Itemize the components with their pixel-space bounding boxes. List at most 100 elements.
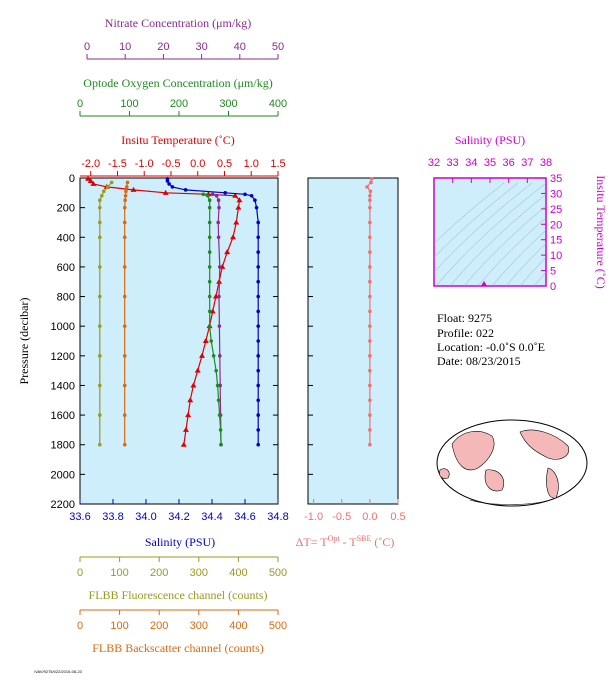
series-1-point-6	[243, 192, 247, 197]
series-3-point-18	[218, 428, 223, 432]
ts-temperature-tick-label-4: 20	[550, 219, 562, 231]
pressure-tick-label-2: 400	[57, 232, 75, 244]
series-3-point-5	[207, 235, 212, 240]
series-5-point-3	[123, 193, 128, 198]
series-5-point-2	[124, 189, 128, 194]
series-0-point-21	[190, 382, 197, 388]
fluorescence-tick-label-3: 300	[190, 567, 208, 579]
series-2-point-1	[214, 193, 219, 198]
series-0-point-4	[130, 186, 137, 192]
pressure-tick-label-9: 1800	[51, 440, 75, 452]
fluorescence-tick-label-4: 400	[229, 567, 247, 579]
series-0-point-19	[199, 352, 206, 358]
series-4-point-1	[105, 185, 110, 189]
series-3-point-16	[216, 398, 221, 403]
series-4-point-6	[98, 220, 102, 225]
ts-salinity-tick-label-3: 35	[484, 157, 496, 169]
profile-plot-area	[79, 177, 279, 505]
temperature-tick-label-2: -1.0	[135, 158, 154, 170]
series-5-point-14	[122, 442, 127, 447]
series-5-point-1	[124, 185, 129, 189]
nitrate-axis-title: Nitrate Concentration (μm/kg)	[105, 16, 251, 30]
series-1-point-7	[249, 193, 254, 198]
pressure-tick-label-3: 600	[57, 262, 75, 274]
series-3-point-6	[207, 250, 212, 254]
salinity-tick-label-2: 34.0	[135, 511, 156, 523]
fluorescence-axis-title: FLBB Fluorescence channel (counts)	[89, 588, 268, 602]
series-3-point-13	[211, 354, 216, 358]
series-0-point-0	[85, 175, 92, 181]
nitrate-tick-label-1: 10	[119, 41, 131, 53]
series-6-point-8	[368, 235, 372, 240]
backscatter-tick-label-3: 300	[190, 620, 208, 632]
nitrate-tick-label-3: 30	[195, 41, 207, 53]
series-0-line	[87, 178, 241, 445]
series-1-point-22	[256, 398, 261, 403]
series-3-point-7	[207, 265, 212, 269]
series-6-point-18	[368, 383, 372, 388]
ts-surface-marker	[481, 281, 487, 286]
series-0-point-8	[236, 197, 243, 203]
series-4-point-10	[98, 324, 102, 328]
pressure-tick-label-0: 0	[69, 173, 75, 185]
series-5-point-11	[122, 354, 127, 358]
salinity-tick-label-4: 34.4	[201, 511, 222, 523]
series-5-point-8	[122, 265, 127, 269]
series-0-point-11	[230, 234, 237, 240]
ts-temperature-tick-label-2: 10	[550, 250, 562, 262]
series-1-point-24	[256, 428, 261, 432]
series-1-point-12	[256, 250, 261, 254]
series-6-point-0	[369, 176, 374, 181]
series-6-point-14	[368, 324, 372, 328]
ts-density-contour-9	[519, 256, 546, 286]
series-1-point-3	[170, 185, 175, 189]
series-5-point-10	[122, 324, 127, 328]
oxygen-tick-label-0: 0	[77, 98, 83, 110]
ts-density-contour-10	[533, 271, 546, 286]
series-5-point-5	[122, 205, 127, 210]
series-6-point-13	[368, 309, 372, 314]
ts-density-contour-5	[463, 205, 546, 286]
series-2-point-2	[216, 198, 221, 203]
temperature-tick-label-4: 0.0	[190, 158, 205, 170]
series-3-point-4	[207, 220, 212, 225]
series-6-point-20	[368, 413, 372, 417]
series-6-point-1	[369, 180, 373, 185]
ts-density-contour-0	[434, 182, 505, 244]
salinity-axis-title: Salinity (PSU)	[145, 535, 215, 549]
series-1-point-19	[256, 354, 261, 358]
series-6-point-4	[368, 193, 372, 198]
delta-t-tick-label-1: -0.5	[332, 511, 351, 523]
series-5-point-7	[122, 235, 127, 240]
ts-density-contour-6	[477, 217, 546, 286]
series-6-point-5	[368, 198, 372, 203]
series-2-point-3	[217, 205, 221, 210]
series-1-point-16	[256, 309, 261, 314]
fluorescence-tick-label-2: 200	[150, 567, 168, 579]
series-2-point-4	[216, 220, 221, 225]
nitrate-tick-label-0: 0	[84, 41, 90, 53]
ts-salinity-tick-label-4: 36	[503, 157, 515, 169]
backscatter-tick-label-0: 0	[77, 620, 83, 632]
series-1-point-18	[256, 339, 261, 343]
salinity-tick-label-1: 33.8	[102, 511, 123, 523]
series-0-point-23	[185, 412, 192, 418]
series-6-point-2	[365, 185, 369, 189]
series-4-point-9	[98, 294, 102, 299]
salinity-tick-label-6: 34.8	[267, 511, 288, 523]
series-4-point-14	[98, 442, 102, 447]
series-2-point-5	[216, 235, 221, 240]
backscatter-tick-label-2: 200	[150, 620, 168, 632]
ts-salinity-axis-title: Salinity (PSU)	[455, 133, 525, 147]
series-3-point-10	[207, 309, 212, 314]
pressure-tick-label-6: 1200	[51, 351, 75, 363]
series-1-point-17	[256, 324, 261, 328]
series-3-point-8	[207, 279, 212, 284]
float-location: Location: -0.0˚S 0.0˚E	[437, 340, 545, 354]
series-0-point-22	[187, 397, 194, 403]
series-1-point-9	[254, 205, 259, 210]
series-2-point-0	[210, 192, 215, 197]
series-1-point-21	[256, 383, 261, 388]
delta-t-tick-label-3: 0.5	[390, 511, 405, 523]
series-4-point-7	[98, 235, 102, 240]
